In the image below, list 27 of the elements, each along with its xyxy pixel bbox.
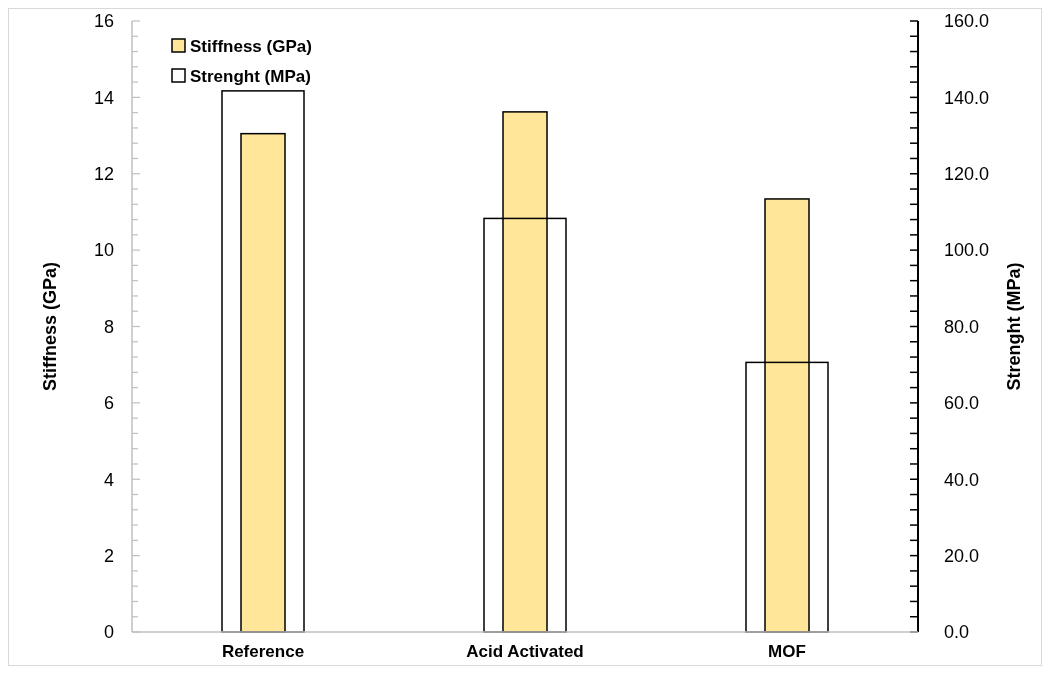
y-tick-label: 4	[103, 469, 114, 490]
y2-tick-label: 80.0	[944, 316, 980, 337]
y2-tick-label: 40.0	[944, 469, 980, 490]
x-tick-label: Reference	[221, 642, 305, 661]
y2-tick-label: 140.0	[944, 87, 990, 108]
y2-tick-label: 120.0	[944, 164, 990, 185]
legend-label: Strenght (MPa)	[190, 66, 311, 86]
y-tick-label: 12	[93, 164, 114, 185]
y-tick-label: 10	[93, 240, 114, 261]
y-axis-title: Stiffness (GPa)	[40, 261, 60, 392]
x-tick-label: Acid Activated	[466, 642, 584, 661]
y-tick-label: 14	[93, 87, 114, 108]
y-tick-label: 6	[103, 393, 114, 414]
y2-tick-label: 20.0	[944, 545, 980, 566]
y2-tick-label: 100.0	[944, 240, 990, 261]
bar	[240, 132, 286, 633]
y2-tick-label: 160.0	[944, 11, 990, 32]
legend-label: Stiffness (GPa)	[190, 36, 312, 56]
x-tick-label: MOF	[768, 642, 806, 661]
y-tick-label: 0	[103, 622, 114, 643]
y-tick-label: 8	[103, 316, 114, 337]
bar	[221, 90, 305, 633]
y-tick-label: 16	[93, 11, 114, 32]
y2-tick-label: 0.0	[944, 622, 970, 643]
y2-tick-label: 60.0	[944, 393, 980, 414]
y-tick-label: 2	[103, 545, 114, 566]
y2-axis-title: Strenght (MPa)	[1004, 262, 1024, 391]
